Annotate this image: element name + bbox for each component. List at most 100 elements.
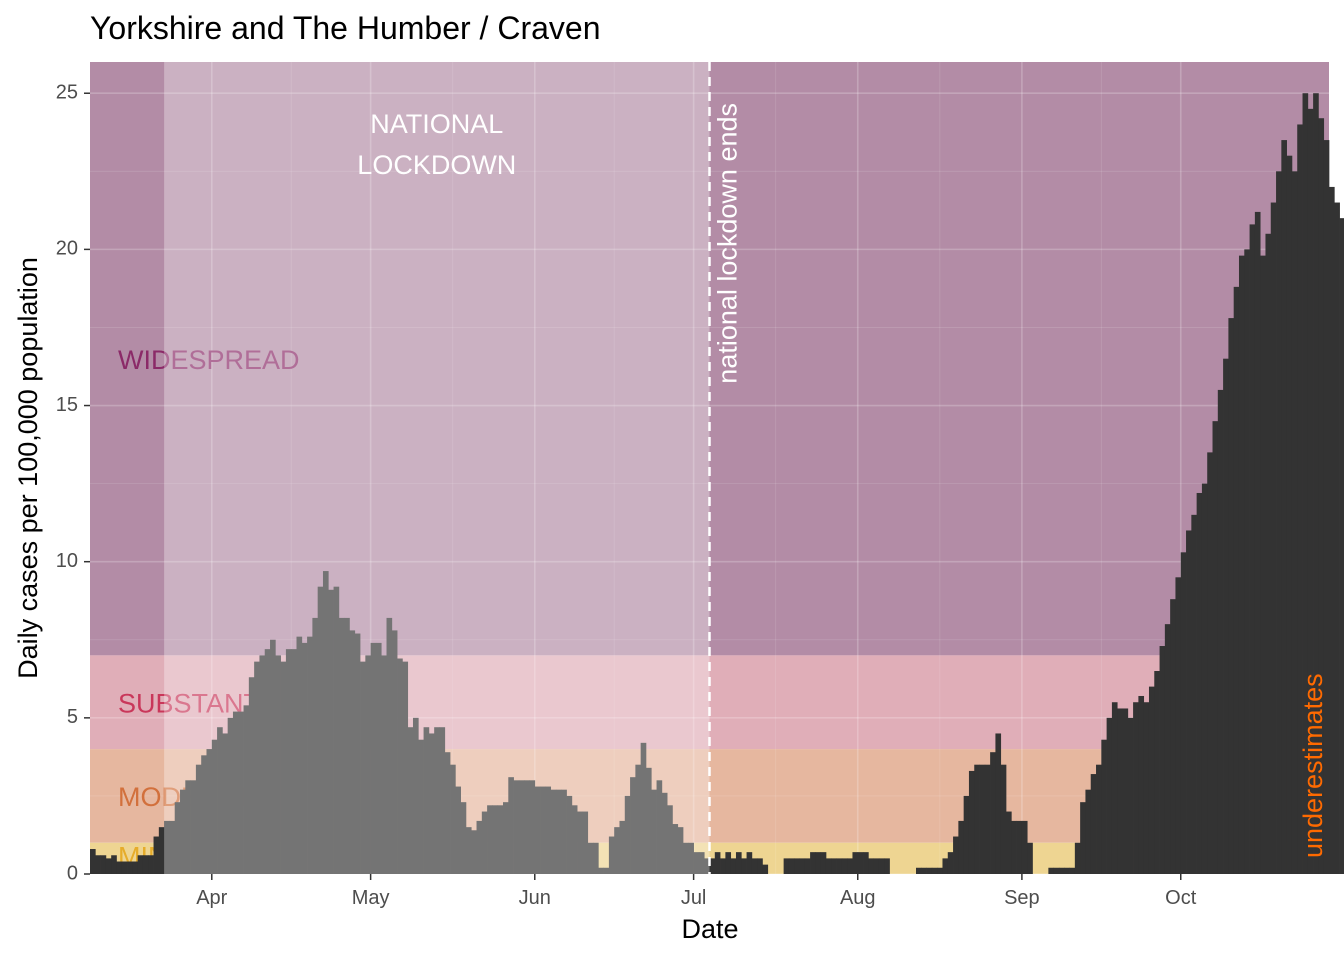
bar xyxy=(1058,867,1065,874)
bar xyxy=(735,852,742,874)
band-label-widespread: WIDESPREAD xyxy=(118,345,300,375)
bar xyxy=(333,586,340,874)
bar xyxy=(884,858,890,874)
bar xyxy=(698,852,705,874)
bar xyxy=(211,739,218,874)
bar xyxy=(238,711,244,874)
bar xyxy=(100,855,107,874)
bar xyxy=(1016,820,1023,874)
bar xyxy=(349,630,356,874)
bar xyxy=(402,661,409,874)
y-tick-label: 20 xyxy=(56,238,78,260)
bar xyxy=(619,820,626,874)
bar xyxy=(1048,867,1055,874)
bar xyxy=(185,780,191,874)
bar xyxy=(381,655,387,874)
bar xyxy=(397,658,403,874)
bar xyxy=(360,661,366,874)
bar xyxy=(471,830,477,874)
bar xyxy=(280,661,287,874)
bar xyxy=(746,852,753,874)
bar xyxy=(990,752,996,874)
bar xyxy=(312,617,319,874)
bar xyxy=(995,733,1002,874)
bar xyxy=(307,636,313,874)
bar xyxy=(1148,686,1155,874)
bar xyxy=(1186,530,1192,874)
bar xyxy=(259,655,266,874)
bar xyxy=(1175,577,1182,874)
bar xyxy=(841,858,848,874)
bar xyxy=(979,764,986,874)
bar xyxy=(1006,811,1012,874)
y-axis-title: Daily cases per 100,000 population xyxy=(13,257,43,679)
bar xyxy=(1228,318,1235,875)
bar xyxy=(1106,717,1113,874)
bar xyxy=(174,802,181,874)
bar xyxy=(836,858,843,874)
bar xyxy=(254,661,260,874)
bar xyxy=(577,811,583,874)
bar xyxy=(566,795,573,874)
bar xyxy=(974,764,980,874)
bar xyxy=(984,764,991,874)
bar xyxy=(121,861,128,874)
bar xyxy=(1281,140,1287,875)
chart-title: Yorkshire and The Humber / Craven xyxy=(90,10,601,46)
x-tick-label: Apr xyxy=(196,887,227,909)
bar xyxy=(1212,421,1219,874)
bar xyxy=(921,867,927,874)
bar xyxy=(1111,702,1118,874)
bar xyxy=(810,852,816,874)
bar xyxy=(1096,764,1102,874)
bar xyxy=(1127,717,1134,874)
bar xyxy=(1159,646,1166,874)
bar xyxy=(291,649,297,874)
bar xyxy=(942,858,949,874)
bar xyxy=(1191,514,1197,874)
bar xyxy=(1334,202,1340,875)
bar xyxy=(534,786,541,874)
bar xyxy=(926,867,933,874)
underestimates-label: underestimates xyxy=(1298,673,1328,858)
bar xyxy=(1064,867,1070,874)
bar xyxy=(296,636,303,874)
bar xyxy=(513,780,520,874)
bar xyxy=(270,639,276,874)
bar xyxy=(476,820,483,874)
bar xyxy=(931,867,938,874)
bar xyxy=(375,642,382,874)
bar xyxy=(1329,186,1335,874)
bar xyxy=(1217,389,1224,874)
bar xyxy=(1164,624,1171,874)
bar xyxy=(232,711,239,874)
x-tick-label: May xyxy=(352,887,390,909)
bar xyxy=(593,842,599,874)
bar xyxy=(248,677,255,874)
bar xyxy=(555,789,562,874)
bar xyxy=(206,749,213,874)
bar xyxy=(1307,108,1314,875)
bar xyxy=(878,858,885,874)
bar xyxy=(831,858,837,874)
y-tick-label: 15 xyxy=(56,394,78,416)
bar xyxy=(322,571,329,874)
bar xyxy=(465,827,472,874)
bar xyxy=(847,858,853,874)
bar xyxy=(1323,140,1330,875)
x-tick-label: Jul xyxy=(681,887,707,909)
bar xyxy=(857,852,864,874)
bar xyxy=(1238,255,1245,875)
bar xyxy=(709,858,716,874)
bar xyxy=(1021,820,1028,874)
bar xyxy=(1207,452,1213,874)
bar xyxy=(1270,202,1277,875)
bar xyxy=(582,811,589,874)
bar xyxy=(201,755,207,874)
bar xyxy=(603,867,610,874)
bar xyxy=(1244,249,1250,874)
bar xyxy=(524,780,530,874)
bar xyxy=(1291,171,1298,875)
bar xyxy=(455,786,461,874)
bar xyxy=(1143,702,1150,874)
